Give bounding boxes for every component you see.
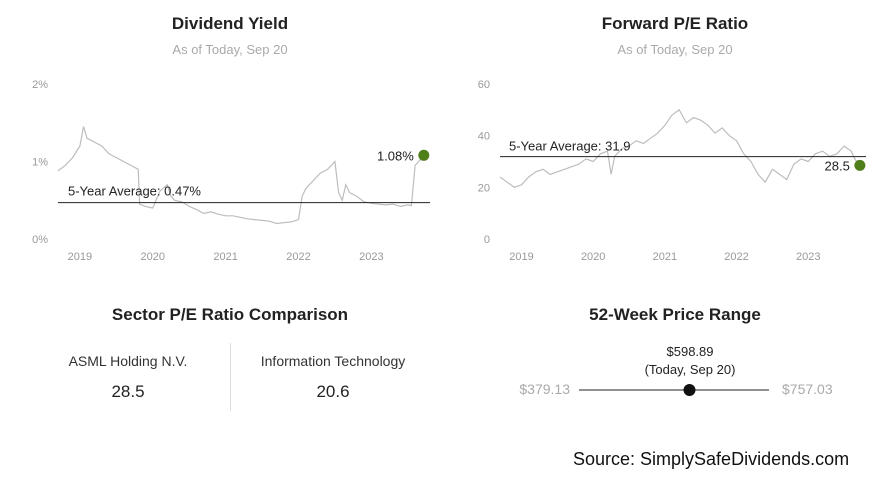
pe-chart: 60 40 20 0 2019 2020 2021 2022 2023 5-Year Averag… — [478, 79, 866, 263]
x-tick-label: 2021 — [213, 251, 237, 263]
y-tick-label: 0 — [484, 234, 490, 246]
series-line — [57, 126, 425, 225]
range-current-dot — [683, 384, 696, 396]
range-slider — [579, 384, 769, 396]
range-title: 52-Week Price Range — [589, 305, 761, 324]
current-marker — [418, 149, 430, 161]
sector-divider — [230, 343, 231, 411]
pe-chart-title: Forward P/E Ratio — [601, 14, 749, 33]
average-label: 5-Year Average: 31.9 — [509, 139, 630, 154]
current-value-label: 1.08% — [377, 148, 414, 163]
range-current-date: (Today, Sep 20) — [644, 362, 736, 377]
y-tick-label: 40 — [478, 131, 490, 143]
x-tick-label: 2022 — [724, 251, 748, 263]
x-tick-label: 2022 — [286, 251, 310, 263]
range-current-label: $598.89 (Today, Sep 20) — [600, 343, 780, 379]
sector-right-value: 20.6 — [316, 382, 350, 401]
y-tick-label: 0% — [32, 234, 48, 246]
yield-chart-title: Dividend Yield — [171, 14, 289, 33]
y-tick-label: 60 — [478, 79, 490, 91]
current-value-label: 28.5 — [825, 158, 850, 173]
current-marker — [854, 159, 866, 171]
sector-left-name: ASML Holding N.V. — [68, 353, 188, 369]
range-current-price: $598.89 — [666, 344, 714, 359]
x-tick-label: 2020 — [581, 251, 605, 263]
series-line — [499, 108, 861, 188]
sector-left-value: 28.5 — [111, 382, 145, 401]
x-tick-label: 2020 — [140, 251, 164, 263]
y-tick-label: 2% — [32, 79, 48, 91]
x-tick-label: 2019 — [68, 251, 92, 263]
average-label: 5-Year Average: 0.47% — [68, 184, 201, 199]
yield-chart-subtitle: As of Today, Sep 20 — [172, 42, 288, 57]
source-credit: Source: SimplySafeDividends.com — [573, 449, 850, 469]
x-tick-label: 2019 — [509, 251, 533, 263]
y-tick-label: 20 — [478, 182, 490, 194]
range-low-label: $379.13 — [519, 381, 570, 397]
x-tick-label: 2023 — [796, 251, 820, 263]
y-tick-label: 1% — [32, 157, 48, 169]
x-tick-label: 2023 — [359, 251, 383, 263]
sector-title: Sector P/E Ratio Comparison — [111, 305, 349, 324]
range-high-label: $757.03 — [782, 381, 833, 397]
pe-chart-subtitle: As of Today, Sep 20 — [617, 42, 733, 57]
yield-chart: 2% 1% 0% 2019 2020 2021 2022 2023 5-Year Average… — [32, 79, 430, 263]
sector-right-name: Information Technology — [260, 353, 406, 369]
x-tick-label: 2021 — [653, 251, 677, 263]
